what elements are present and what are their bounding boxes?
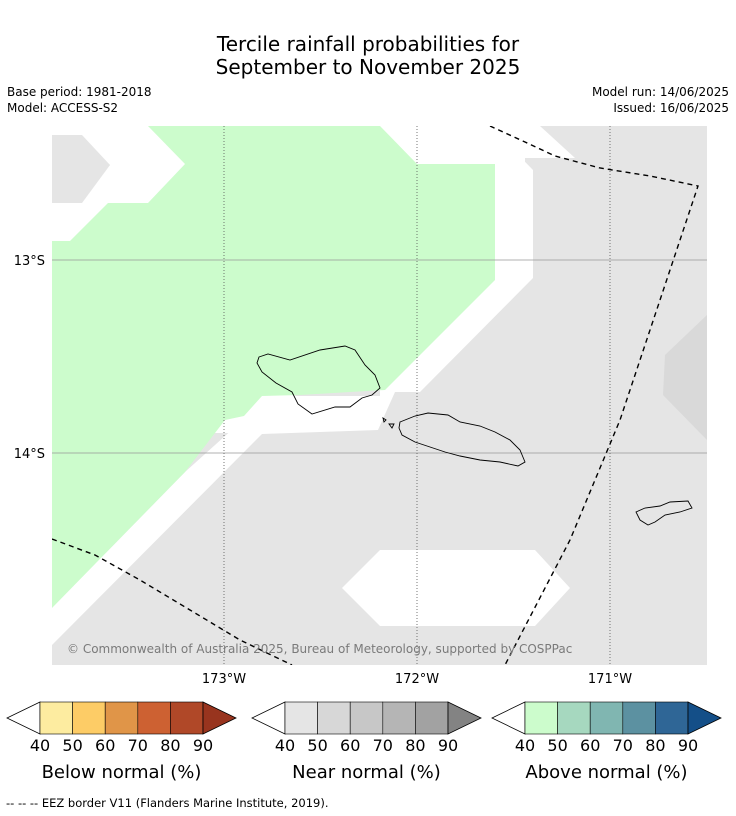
below-normal-segment <box>104 701 139 735</box>
below-normal-segment <box>170 701 204 735</box>
near-normal-segment <box>382 701 416 735</box>
eez-border-east <box>489 126 699 665</box>
near-normal-segment <box>349 701 384 735</box>
near-normal-tick-label: 60 <box>340 736 360 755</box>
no-signal-strip-north <box>490 126 575 172</box>
title-line-2: September to November 2025 <box>215 55 521 79</box>
above-normal-segment <box>524 701 558 735</box>
above-normal-segment <box>655 701 689 735</box>
below-normal-segment <box>137 701 171 735</box>
near-normal-colorbar-label: Near normal (%) <box>292 762 441 783</box>
above-normal-segment <box>622 701 656 735</box>
above-normal-colorbar: 40 50 60 70 80 90 Above normal (%) <box>491 701 722 783</box>
below-normal-tick-label: 40 <box>30 736 50 755</box>
near-normal-segment <box>317 701 351 735</box>
model-run: Model run: 14/06/2025 <box>591 85 729 99</box>
issued-date: Issued: 16/06/2025 <box>613 101 729 115</box>
model-name: Model: ACCESS-S2 <box>7 101 119 115</box>
near-normal-tick-label: 80 <box>405 736 425 755</box>
below-normal-high-extension <box>202 701 237 735</box>
below-normal-low-extension <box>6 701 41 735</box>
near-normal-tick-label: 90 <box>438 736 458 755</box>
below-normal-segment <box>72 701 106 735</box>
lon-label-172w: 172°W <box>395 672 439 687</box>
above-normal-tick-label: 80 <box>645 736 665 755</box>
near-normal-low-extension <box>251 701 286 735</box>
tutuila-island <box>635 500 693 526</box>
lat-label-14s: 14°S <box>14 447 45 462</box>
below-normal-tick-label: 50 <box>62 736 82 755</box>
eez-footnote: -- -- -- EEZ border V11 (Flanders Marine… <box>6 796 329 810</box>
near-normal-tick-label: 70 <box>373 736 393 755</box>
near-normal-50-region <box>663 315 707 440</box>
colorbar-legends: 40 50 60 70 80 90 Below normal (%) 40 50 60 70 80 90… <box>6 701 722 783</box>
map-area <box>52 126 707 665</box>
above-normal-segment <box>589 701 624 735</box>
above-normal-tick-label: 70 <box>613 736 633 755</box>
near-normal-high-extension <box>447 701 482 735</box>
below-normal-segment <box>39 701 73 735</box>
title-line-1: Tercile rainfall probabilities for <box>216 32 520 56</box>
eez-border-southwest <box>52 538 293 665</box>
near-normal-tick-label: 50 <box>307 736 327 755</box>
below-normal-tick-label: 60 <box>95 736 115 755</box>
above-normal-colorbar-label: Above normal (%) <box>525 762 687 783</box>
above-normal-tick-label: 60 <box>580 736 600 755</box>
below-normal-tick-label: 70 <box>128 736 148 755</box>
near-normal-segment <box>415 701 449 735</box>
above-normal-segment <box>557 701 591 735</box>
below-normal-colorbar-label: Below normal (%) <box>42 762 202 783</box>
savaii-island <box>256 345 381 415</box>
base-period: Base period: 1981-2018 <box>7 85 152 99</box>
above-normal-low-extension <box>491 701 526 735</box>
above-normal-tick-label: 40 <box>515 736 535 755</box>
above-normal-region <box>52 126 495 608</box>
lon-label-173w: 173°W <box>202 672 246 687</box>
near-normal-segment <box>284 701 318 735</box>
upolu-island <box>398 412 526 467</box>
small-islets <box>382 416 395 429</box>
below-normal-tick-label: 80 <box>160 736 180 755</box>
no-signal-region-south <box>342 550 570 626</box>
above-normal-tick-label: 50 <box>547 736 567 755</box>
copyright-notice: © Commonwealth of Australia 2025, Bureau… <box>67 642 572 656</box>
above-normal-high-extension <box>687 701 722 735</box>
lon-label-171w: 171°W <box>588 672 632 687</box>
near-normal-tick-label: 40 <box>275 736 295 755</box>
near-normal-notch <box>52 135 110 203</box>
below-normal-colorbar: 40 50 60 70 80 90 Below normal (%) <box>6 701 237 783</box>
below-normal-tick-label: 90 <box>193 736 213 755</box>
near-normal-colorbar: 40 50 60 70 80 90 Near normal (%) <box>251 701 482 783</box>
lat-label-13s: 13°S <box>14 254 45 269</box>
above-normal-tick-label: 90 <box>678 736 698 755</box>
